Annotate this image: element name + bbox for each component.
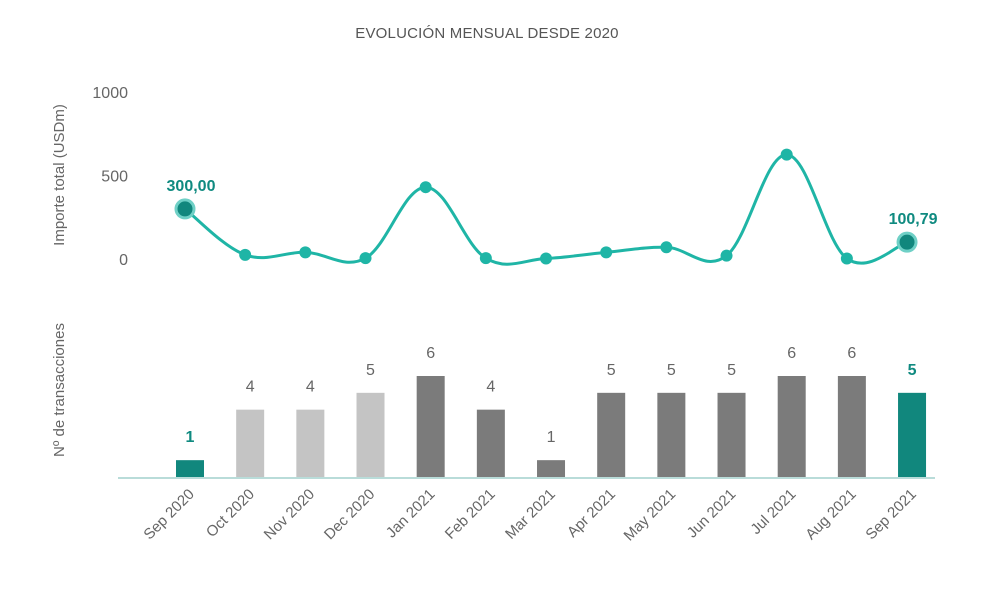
line-point [720,249,733,262]
line-point [896,231,918,253]
bar [717,392,746,477]
line-point [239,248,252,261]
line-point-label: 100,79 [889,211,938,228]
line-point [299,246,312,259]
bar-value-label: 4 [246,379,255,396]
bar-value-label: 6 [847,345,856,362]
line-point [359,252,372,265]
bar [476,409,505,477]
line-point [660,241,673,254]
line-points [174,148,918,265]
y-tick-label: 0 [119,252,128,269]
bar [837,376,866,477]
bar-value-label: 4 [306,379,315,396]
bar-value-label: 5 [607,362,616,379]
bar [657,392,686,477]
x-tick-label: Jun 2021 [684,486,740,542]
bar-value-label: 1 [547,429,556,446]
x-tick-label: Sep 2020 [140,486,197,543]
bar-value-label: 5 [667,362,676,379]
line-point [540,252,553,265]
y-tick-label: 500 [101,169,128,186]
x-tick-label: Feb 2021 [442,486,499,543]
bar-value-labels: 1 4 4 5 6 4 1 5 5 5 6 6 5 [186,345,917,446]
x-tick-label: Aug 2021 [802,486,859,543]
line-point [600,246,613,259]
bar-value-label: 5 [366,362,375,379]
bar-y-axis-label: Nº de transacciones [51,323,68,457]
x-tick-label: Sep 2021 [862,486,919,543]
bar [537,460,566,477]
line-point [419,181,432,194]
line-y-axis-label: Importe total (USDm) [51,104,68,246]
bar [236,409,265,477]
bar-value-label: 6 [787,345,796,362]
x-tick-label: Jul 2021 [747,486,799,538]
bar-value-label: 6 [426,345,435,362]
bar [416,376,445,477]
x-tick-label: Nov 2020 [261,486,318,543]
bar [898,392,927,477]
line-point-label: 300,00 [167,178,216,195]
line-y-ticks: 0 500 1000 [92,85,128,269]
chart-title: EVOLUCIÓN MENSUAL DESDE 2020 [355,25,618,42]
x-tick-label: Dec 2020 [321,486,378,543]
bar [356,392,385,477]
bar-value-label: 4 [486,379,495,396]
line-point-labels: 300,00 100,79 [167,178,938,228]
bar-value-label: 5 [908,362,917,379]
line-point [780,148,793,161]
x-tick-label: Apr 2021 [564,486,619,541]
line-point [479,252,492,265]
bar [777,376,806,477]
x-tick-label: Mar 2021 [502,486,559,543]
bar [176,460,204,477]
bar [296,409,325,477]
bar [597,392,626,477]
bar-series [176,376,927,477]
bar-value-label: 5 [727,362,736,379]
x-tick-label: Jan 2021 [383,486,439,542]
line-point [174,198,196,220]
line-point [840,252,853,265]
y-tick-label: 1000 [92,85,128,102]
bar-value-label: 1 [186,429,195,446]
line-series [184,153,908,266]
x-tick-label: Oct 2020 [203,486,258,541]
x-tick-label: May 2021 [621,486,680,545]
x-axis-ticks: Sep 2020 Oct 2020 Nov 2020 Dec 2020 Jan 2021… [140,486,919,545]
